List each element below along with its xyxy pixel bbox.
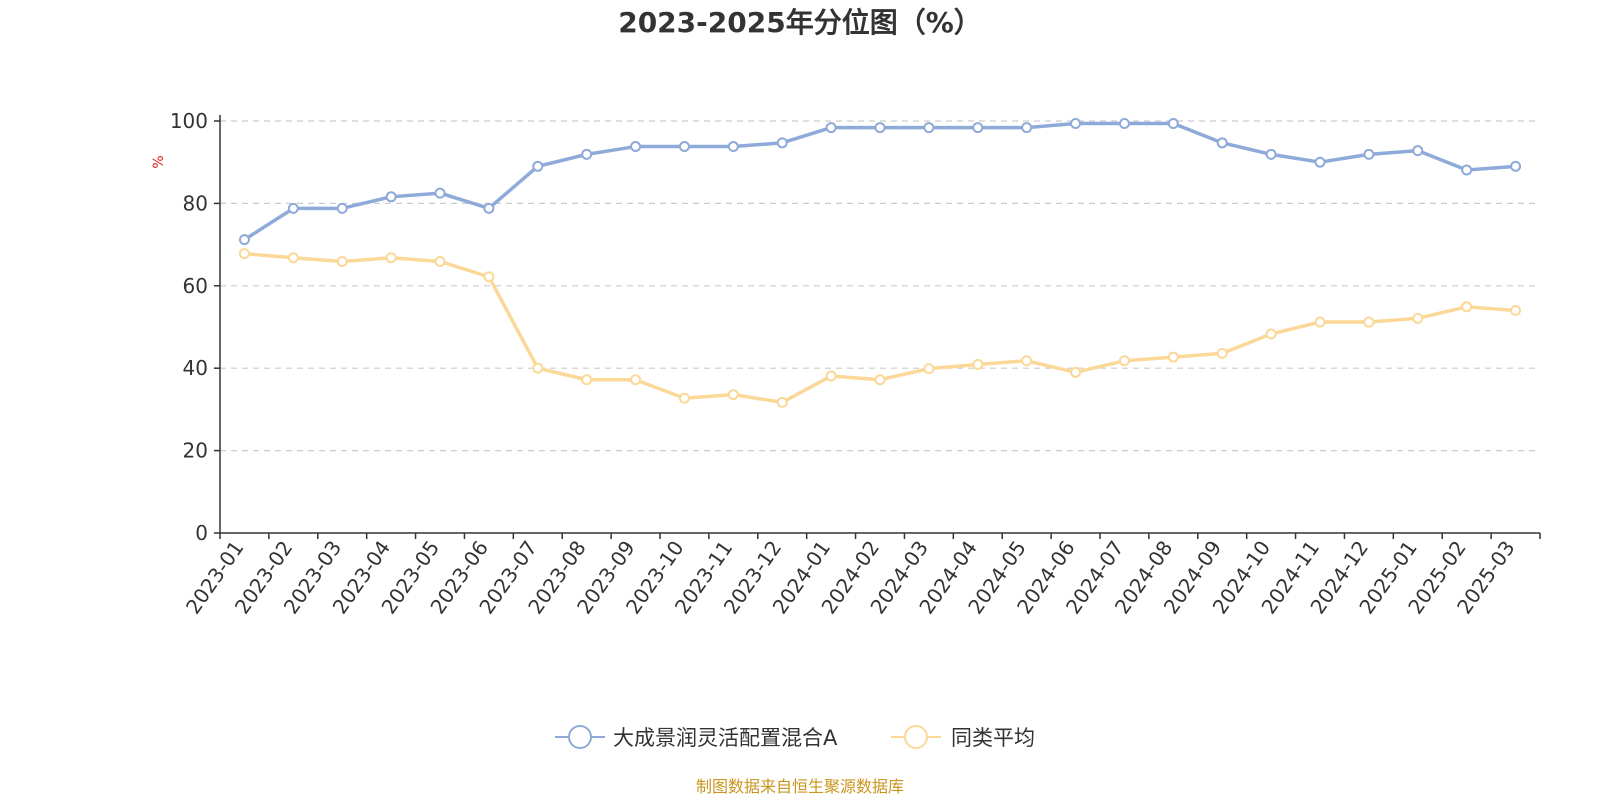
y-axis-ticks: 0 20 40 60 80 100 xyxy=(170,109,220,545)
data-point[interactable] xyxy=(581,148,593,160)
legend-item-1[interactable]: 大成景润灵活配置混合A xyxy=(555,725,838,750)
data-point[interactable] xyxy=(1021,122,1033,134)
data-point[interactable] xyxy=(434,255,446,267)
data-point[interactable] xyxy=(434,187,446,199)
data-point[interactable] xyxy=(678,141,690,153)
legend-marker-icon xyxy=(568,725,592,749)
data-point[interactable] xyxy=(1265,148,1277,160)
data-point[interactable] xyxy=(923,122,935,134)
data-point[interactable] xyxy=(483,271,495,283)
data-point[interactable] xyxy=(1167,351,1179,363)
data-point[interactable] xyxy=(1314,156,1326,168)
y-tick-label: 60 xyxy=(183,274,208,298)
legend-label: 同类平均 xyxy=(951,726,1035,750)
series-group xyxy=(238,117,1522,408)
data-point[interactable] xyxy=(874,122,886,134)
data-point[interactable] xyxy=(1265,328,1277,340)
data-point[interactable] xyxy=(1118,355,1130,367)
legend-label: 大成景润灵活配置混合A xyxy=(613,726,838,750)
legend-marker-icon xyxy=(904,725,928,749)
data-point[interactable] xyxy=(678,392,690,404)
data-point[interactable] xyxy=(1216,347,1228,359)
data-point[interactable] xyxy=(385,191,397,203)
data-point[interactable] xyxy=(972,122,984,134)
data-point[interactable] xyxy=(1461,301,1473,313)
y-tick-label: 40 xyxy=(183,356,208,380)
data-point[interactable] xyxy=(385,252,397,264)
series-1 xyxy=(238,117,1522,246)
data-point[interactable] xyxy=(1412,145,1424,157)
data-point[interactable] xyxy=(1167,117,1179,129)
data-point[interactable] xyxy=(238,234,250,246)
data-point[interactable] xyxy=(630,141,642,153)
data-point[interactable] xyxy=(1363,148,1375,160)
data-point[interactable] xyxy=(776,137,788,149)
data-point[interactable] xyxy=(532,160,544,172)
data-point[interactable] xyxy=(1070,117,1082,129)
grid-lines xyxy=(220,120,1540,452)
data-point[interactable] xyxy=(630,374,642,386)
data-point[interactable] xyxy=(1314,316,1326,328)
data-point[interactable] xyxy=(972,358,984,370)
data-point[interactable] xyxy=(1363,316,1375,328)
data-point[interactable] xyxy=(1461,164,1473,176)
data-point[interactable] xyxy=(336,202,348,214)
series-2 xyxy=(238,248,1522,408)
data-point[interactable] xyxy=(287,202,299,214)
data-point[interactable] xyxy=(776,396,788,408)
data-point[interactable] xyxy=(1412,312,1424,324)
data-point[interactable] xyxy=(727,389,739,401)
y-axis-unit: % xyxy=(151,155,167,168)
data-point[interactable] xyxy=(727,141,739,153)
chart-title: 2023-2025年分位图（%） xyxy=(618,6,982,39)
series-line xyxy=(243,121,1516,242)
data-point[interactable] xyxy=(1118,117,1130,129)
data-point[interactable] xyxy=(825,370,837,382)
data-point[interactable] xyxy=(1510,160,1522,172)
data-source-note: 制图数据来自恒生聚源数据库 xyxy=(696,777,904,796)
data-point[interactable] xyxy=(336,255,348,267)
y-tick-label: 0 xyxy=(195,521,208,545)
data-point[interactable] xyxy=(1216,137,1228,149)
y-tick-label: 100 xyxy=(170,109,208,133)
data-point[interactable] xyxy=(825,122,837,134)
data-point[interactable] xyxy=(1070,366,1082,378)
data-point[interactable] xyxy=(581,374,593,386)
x-axis-ticks: 2023-012023-022023-032023-042023-052023-… xyxy=(181,533,1541,618)
data-point[interactable] xyxy=(287,252,299,264)
axes xyxy=(219,115,1540,534)
y-tick-label: 80 xyxy=(183,191,208,215)
data-point[interactable] xyxy=(238,248,250,260)
data-point[interactable] xyxy=(1510,305,1522,317)
data-point[interactable] xyxy=(923,363,935,375)
data-point[interactable] xyxy=(532,362,544,374)
data-point[interactable] xyxy=(874,374,886,386)
data-point[interactable] xyxy=(483,202,495,214)
data-point[interactable] xyxy=(1021,355,1033,367)
legend: 大成景润灵活配置混合A 同类平均 xyxy=(555,725,1035,750)
y-tick-label: 20 xyxy=(183,439,208,463)
legend-item-2[interactable]: 同类平均 xyxy=(891,725,1035,750)
